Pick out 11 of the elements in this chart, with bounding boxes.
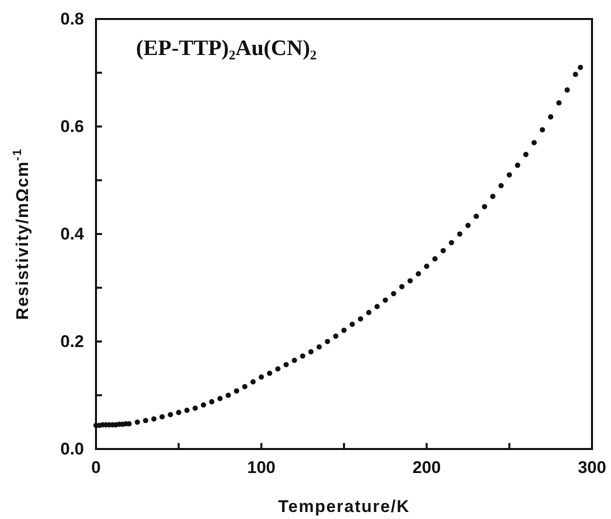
x-tick-label: 200 [412, 458, 441, 478]
y-tick-label: 0.4 [60, 224, 85, 244]
x-axis-title: Temperature/K [278, 497, 410, 516]
text: (EP-TTP)₂Au(CN)₂ [136, 35, 318, 60]
y-tick-label: 0.6 [60, 116, 84, 136]
x-tick-label: 0 [91, 458, 101, 478]
y-tick-label: 0.8 [60, 9, 84, 28]
y-tick-label: 0.0 [60, 439, 84, 458]
y-tick-label: 0.2 [60, 332, 84, 351]
x-tick-label: 300 [578, 458, 606, 478]
x-tick-label: 100 [247, 458, 276, 478]
